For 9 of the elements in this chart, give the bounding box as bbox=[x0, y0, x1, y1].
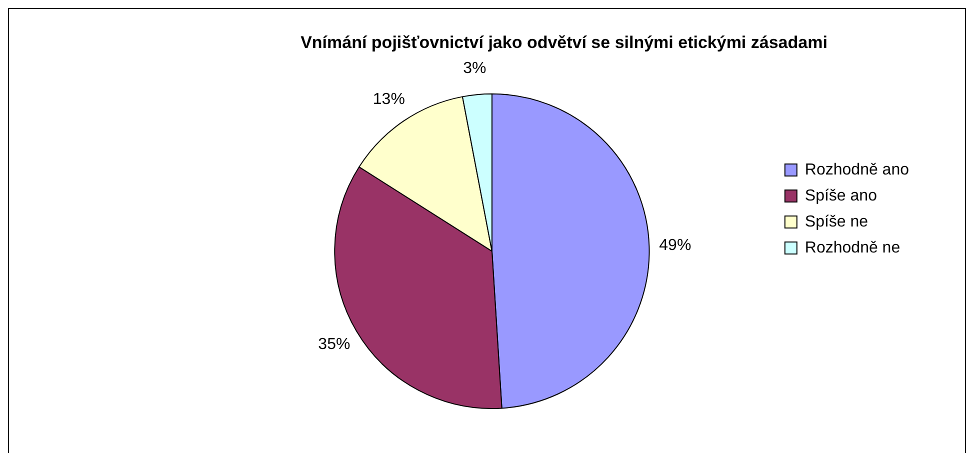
legend-label: Spíše ne bbox=[804, 213, 868, 230]
chart-title: Vnímání pojišťovnictví jako odvětví se silnými etickými zásadami bbox=[300, 32, 828, 52]
legend-label: Rozhodně ano bbox=[804, 161, 910, 178]
data-label: 13% bbox=[372, 91, 405, 108]
data-label: 49% bbox=[659, 236, 692, 254]
legend-label: Rozhodně ne bbox=[804, 239, 900, 256]
data-label: 3% bbox=[463, 60, 486, 78]
legend-label: Spíše ano bbox=[804, 187, 878, 204]
data-label: 35% bbox=[318, 336, 350, 353]
